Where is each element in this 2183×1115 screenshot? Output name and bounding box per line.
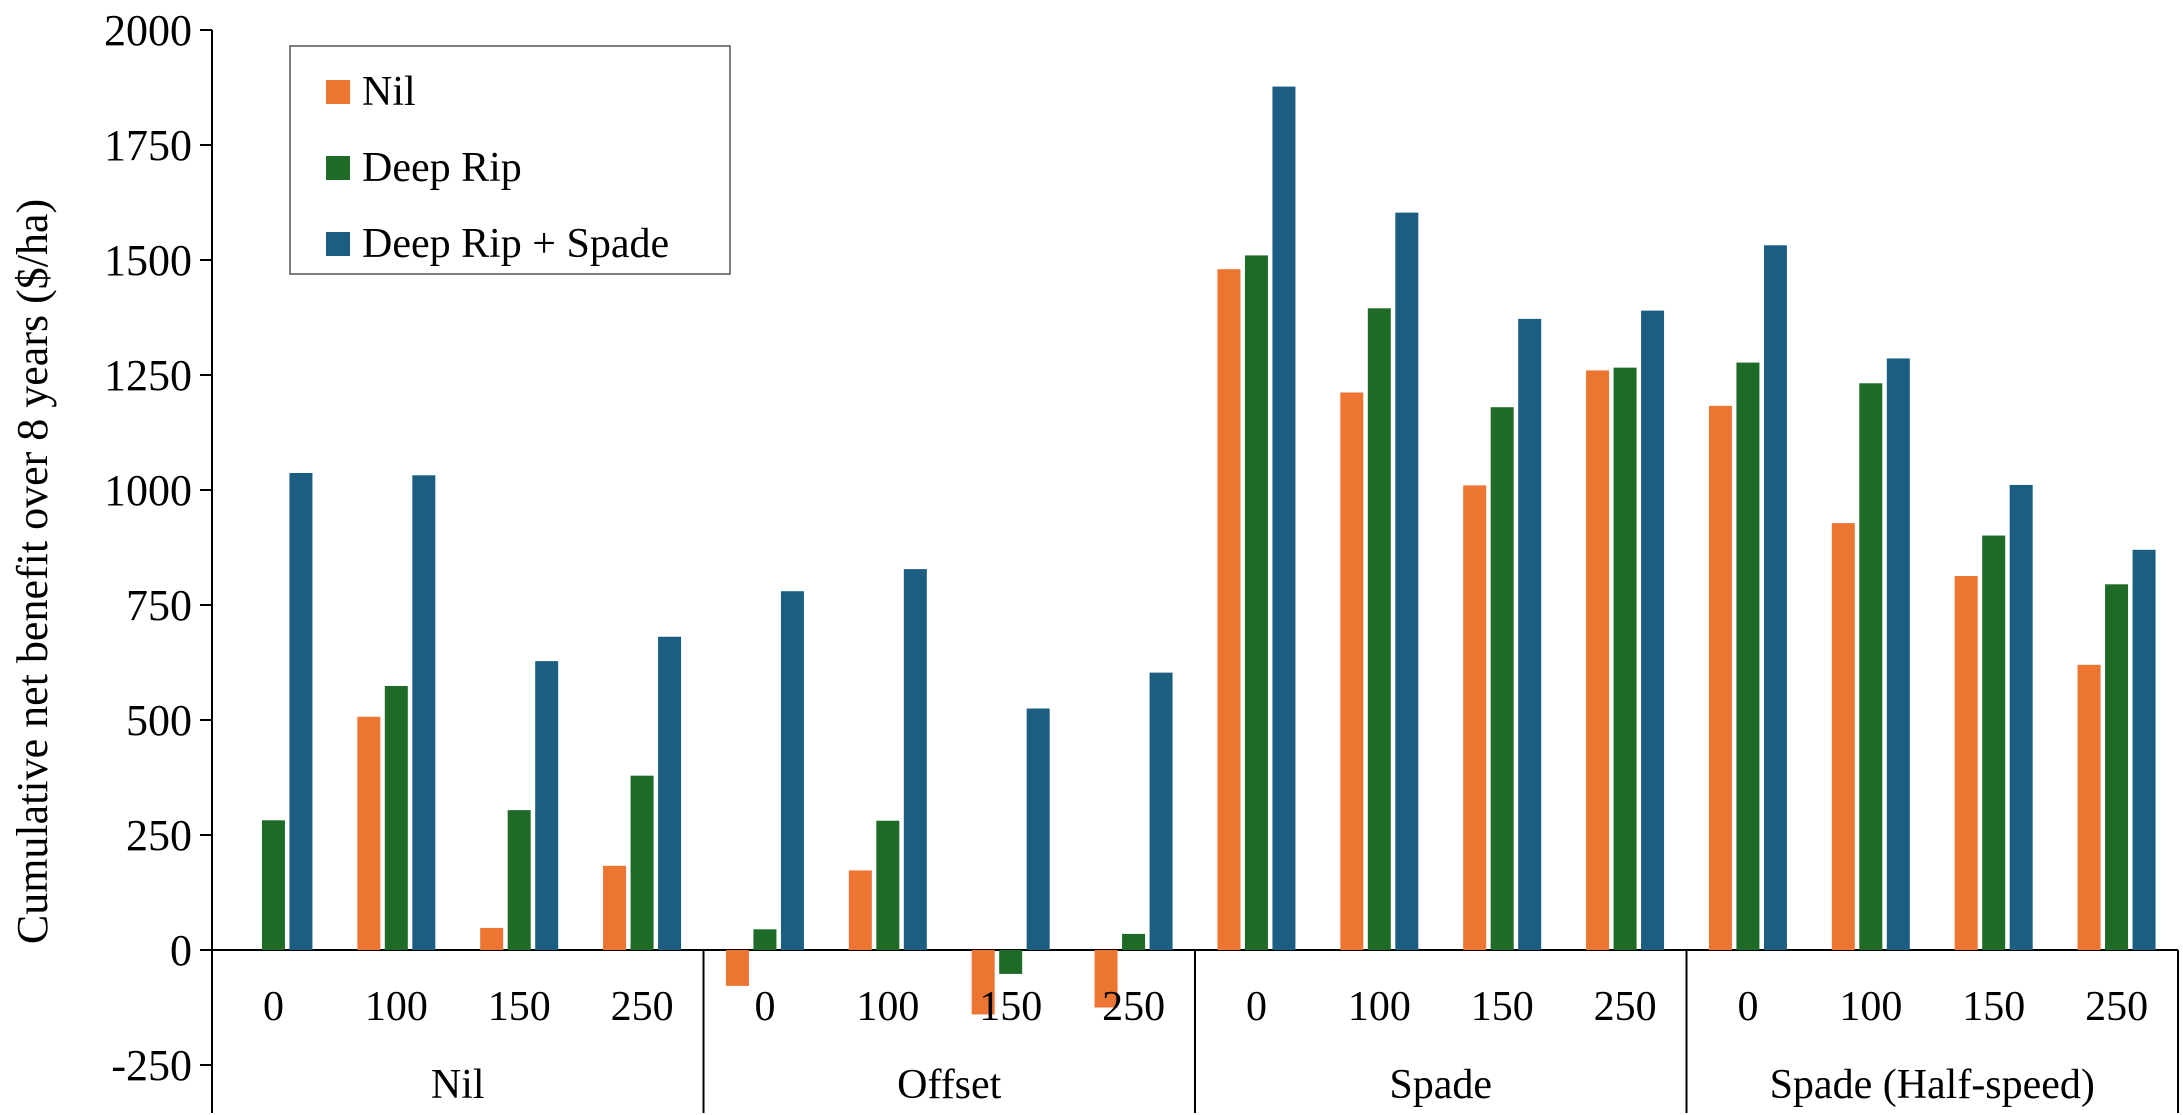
y-tick-label: 1000: [104, 466, 192, 515]
bar-deep-rip: [999, 950, 1023, 974]
bar-nil: [725, 950, 749, 986]
y-tick-label: 750: [126, 581, 192, 630]
x-tick-label: 250: [611, 984, 674, 1030]
bar-deep-rip: [2105, 584, 2129, 950]
bar-deep-rip: [753, 929, 777, 950]
bar-deep-rip-spade: [658, 636, 682, 950]
bar-deep-rip: [1244, 255, 1268, 950]
bar-deep-rip: [1490, 407, 1514, 950]
bar-deep-rip: [1859, 383, 1883, 950]
bar-deep-rip-spade: [903, 569, 927, 950]
bar-deep-rip: [507, 810, 531, 950]
bar-nil: [1340, 392, 1364, 951]
bar-deep-rip: [384, 685, 408, 950]
bar-nil: [1708, 405, 1732, 950]
bar-nil: [603, 865, 627, 950]
bar-nil: [1463, 485, 1487, 950]
y-tick-label: -250: [111, 1041, 192, 1090]
bar-deep-rip-spade: [289, 472, 313, 950]
y-tick-label: 500: [126, 696, 192, 745]
y-tick-label: 1750: [104, 121, 192, 170]
bar-deep-rip-spade: [2009, 484, 2033, 950]
x-group-label: Nil: [431, 1062, 485, 1108]
bar-deep-rip-spade: [1518, 318, 1542, 950]
x-group-label: Offset: [897, 1062, 1002, 1108]
bar-nil: [1586, 370, 1610, 950]
y-tick-label: 0: [170, 926, 192, 975]
legend-swatch: [326, 156, 350, 180]
bar-nil: [2077, 664, 2101, 950]
x-tick-label: 250: [1594, 984, 1657, 1030]
bar-deep-rip-spade: [1763, 245, 1787, 950]
legend-label: Deep Rip: [362, 145, 522, 191]
legend: Nil Deep Rip Deep Rip + Spade: [289, 45, 731, 275]
y-tick-label: 1500: [104, 236, 192, 285]
bar-deep-rip: [876, 820, 900, 950]
bar-deep-rip: [1736, 362, 1760, 951]
x-tick-label: 0: [263, 984, 284, 1030]
legend-box: [289, 45, 731, 275]
bar-deep-rip: [630, 775, 654, 950]
bar-deep-rip-spade: [2132, 549, 2156, 950]
bar-deep-rip-spade: [1272, 86, 1296, 950]
x-tick-label: 0: [1246, 984, 1267, 1030]
x-tick-label: 250: [2085, 984, 2148, 1030]
x-tick-label: 100: [365, 984, 428, 1030]
bars: [261, 86, 2156, 1015]
x-group-label: Spade (Half-speed): [1770, 1062, 2095, 1108]
bar-nil: [480, 927, 504, 950]
legend-label: Deep Rip + Spade: [362, 221, 669, 267]
y-tick-label: 250: [126, 811, 192, 860]
legend-label: Nil: [362, 69, 416, 115]
y-axis-title: Cumulative net benefit over 8 years ($/h…: [8, 199, 57, 944]
x-tick-label: 250: [1102, 984, 1165, 1030]
bar-deep-rip-spade: [1149, 672, 1173, 950]
bar-deep-rip-spade: [535, 661, 559, 950]
bar-nil: [971, 950, 995, 1015]
legend-swatch: [326, 80, 350, 104]
x-tick-label: 150: [979, 984, 1042, 1030]
bar-deep-rip: [1367, 308, 1391, 950]
x-tick-label: 150: [488, 984, 551, 1030]
x-tick-label: 150: [1471, 984, 1534, 1030]
bar-deep-rip-spade: [1026, 708, 1050, 950]
bar-nil: [1831, 523, 1855, 950]
x-tick-label: 100: [1348, 984, 1411, 1030]
bar-deep-rip: [1982, 535, 2006, 950]
bar-nil: [357, 716, 381, 950]
x-tick-label: 150: [1962, 984, 2025, 1030]
bar-deep-rip: [1122, 933, 1146, 950]
x-tick-label: 0: [1737, 984, 1758, 1030]
bar-nil: [1217, 269, 1241, 950]
bar-deep-rip: [1613, 367, 1637, 950]
bar-nil: [1954, 576, 1978, 950]
x-tick-label: 100: [1839, 984, 1902, 1030]
x-tick-label: 0: [754, 984, 775, 1030]
bar-deep-rip-spade: [1886, 358, 1910, 950]
y-tick-label: 2000: [104, 6, 192, 55]
bar-deep-rip-spade: [412, 475, 436, 950]
bar-deep-rip: [261, 820, 285, 950]
bar-deep-rip-spade: [1395, 212, 1419, 950]
x-tick-label: 100: [856, 984, 919, 1030]
y-tick-label: 1250: [104, 351, 192, 400]
x-group-label: Spade: [1389, 1062, 1492, 1108]
bar-deep-rip-spade: [1641, 310, 1665, 951]
bar-deep-rip-spade: [780, 591, 804, 950]
bar-nil: [848, 870, 872, 950]
legend-swatch: [326, 232, 350, 256]
bar-nil: [1094, 950, 1118, 1008]
